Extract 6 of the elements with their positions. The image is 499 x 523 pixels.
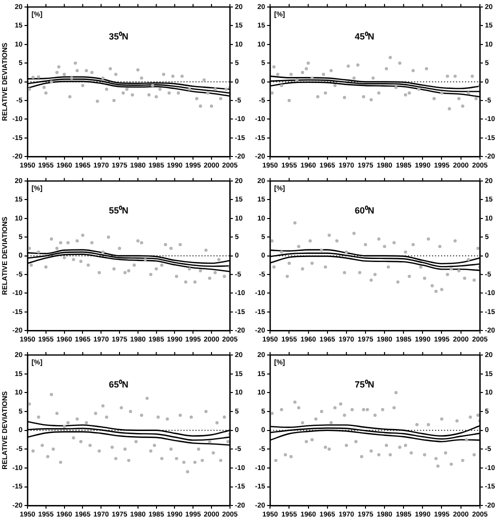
text: 55⁰N <box>108 205 128 216</box>
text: 65⁰N <box>108 380 128 390</box>
text: 60⁰N <box>354 205 374 216</box>
text: 35⁰N <box>108 31 128 42</box>
text: 45⁰N <box>354 31 374 42</box>
text: 75⁰N <box>354 380 374 390</box>
